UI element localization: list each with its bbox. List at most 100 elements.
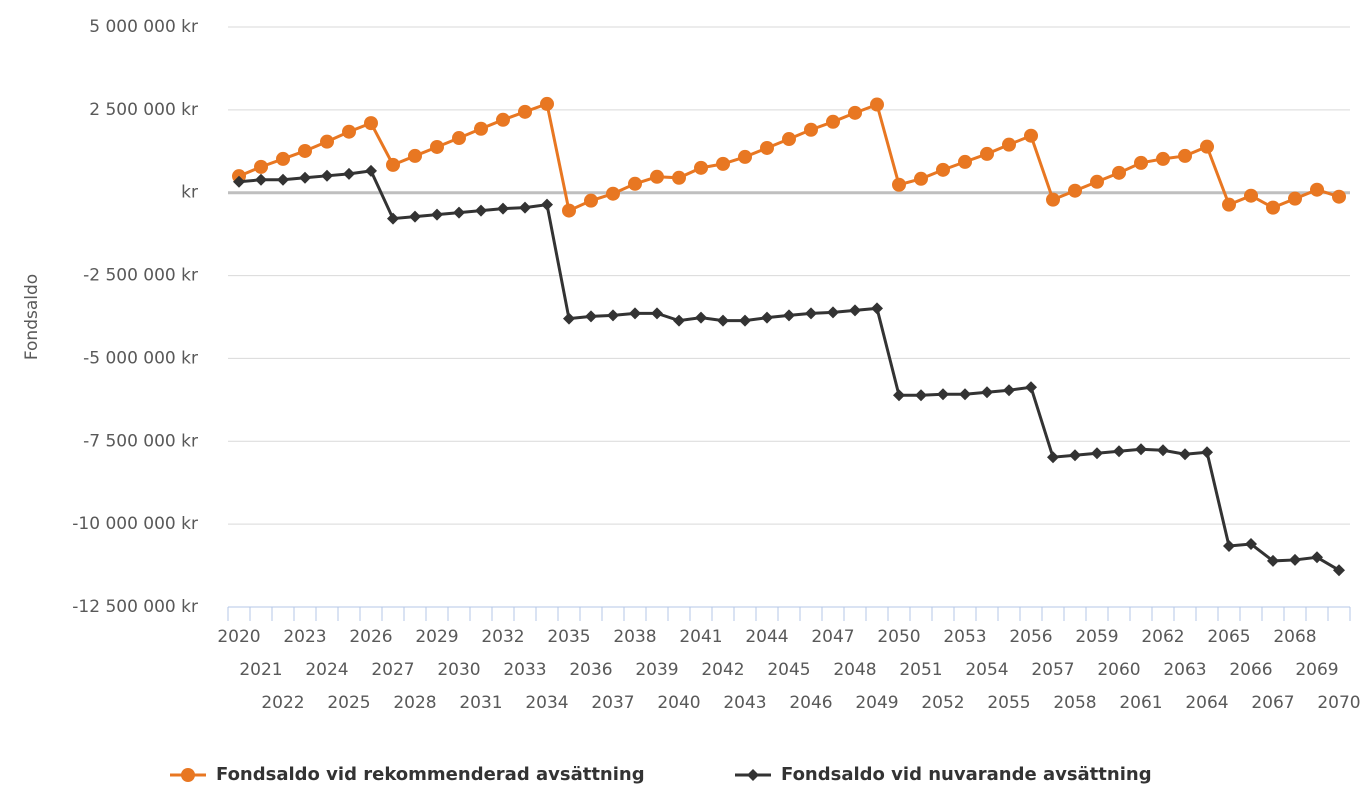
y-tick-label: -12 500 000 kr xyxy=(72,597,198,617)
x-tick-label: 2062 xyxy=(1141,627,1184,647)
data-point xyxy=(343,167,355,180)
x-tick-label: 2059 xyxy=(1075,627,1118,647)
x-tick-label: 2023 xyxy=(283,627,326,647)
data-point xyxy=(321,169,333,182)
x-tick-label: 2060 xyxy=(1097,660,1140,680)
y-tick-label: 2 500 000 kr xyxy=(89,100,198,120)
x-tick-label: 2027 xyxy=(371,660,414,680)
data-point xyxy=(1090,174,1104,189)
data-point xyxy=(980,146,994,161)
data-point xyxy=(496,112,510,127)
data-point xyxy=(848,105,862,120)
data-point xyxy=(804,122,818,137)
data-point xyxy=(1200,139,1214,154)
x-tick-label: 2039 xyxy=(635,660,678,680)
y-axis-label: Fondsaldo xyxy=(22,274,42,360)
data-point xyxy=(914,171,928,186)
x-tick-label: 2052 xyxy=(921,693,964,713)
data-point xyxy=(1201,446,1213,459)
x-tick-label: 2061 xyxy=(1119,693,1162,713)
data-point xyxy=(717,314,729,327)
x-tick-label: 2057 xyxy=(1031,660,1074,680)
x-tick-label: 2031 xyxy=(459,693,502,713)
x-tick-label: 2040 xyxy=(657,693,700,713)
data-point xyxy=(1157,444,1169,457)
x-tick-label: 2030 xyxy=(437,660,480,680)
data-point xyxy=(1289,553,1301,566)
data-point xyxy=(1068,183,1082,198)
x-tick-label: 2042 xyxy=(701,660,744,680)
data-point xyxy=(540,96,554,111)
x-tick-label: 2029 xyxy=(415,627,458,647)
x-tick-label: 2034 xyxy=(525,693,568,713)
data-point xyxy=(1134,155,1148,170)
data-point xyxy=(1046,192,1060,207)
data-point xyxy=(783,309,795,322)
data-point xyxy=(805,307,817,320)
data-point xyxy=(342,124,356,139)
data-point xyxy=(1156,151,1170,166)
data-point xyxy=(870,97,884,112)
data-point xyxy=(475,204,487,217)
data-point xyxy=(409,210,421,223)
data-point xyxy=(1244,188,1258,203)
data-point xyxy=(651,307,663,320)
data-point xyxy=(453,206,465,219)
data-point xyxy=(320,134,334,149)
data-point xyxy=(1222,197,1236,212)
data-point xyxy=(672,170,686,185)
series-line xyxy=(238,169,1340,572)
data-point xyxy=(694,160,708,175)
data-point xyxy=(452,131,466,146)
data-point xyxy=(716,156,730,171)
data-point xyxy=(958,154,972,169)
data-point xyxy=(584,193,598,208)
data-point xyxy=(1025,381,1037,394)
data-point xyxy=(365,164,377,177)
data-point xyxy=(673,314,685,327)
x-tick-label: 2035 xyxy=(547,627,590,647)
data-point xyxy=(474,121,488,136)
data-point xyxy=(233,175,245,188)
data-point xyxy=(277,173,289,186)
data-point xyxy=(893,389,905,402)
x-tick-label: 2037 xyxy=(591,693,634,713)
data-point xyxy=(782,132,796,147)
data-point xyxy=(1135,443,1147,456)
y-tick-label: -7 500 000 kr xyxy=(83,431,198,451)
data-point xyxy=(915,389,927,402)
data-point xyxy=(1003,384,1015,397)
data-point xyxy=(1266,200,1280,215)
data-point xyxy=(1024,128,1038,143)
data-point xyxy=(541,198,553,211)
series-line xyxy=(238,101,1340,213)
x-tick-label: 2022 xyxy=(261,693,304,713)
x-tick-label: 2025 xyxy=(327,693,370,713)
data-point xyxy=(497,202,509,215)
data-point xyxy=(563,312,575,325)
data-point xyxy=(1179,448,1191,461)
legend-marker xyxy=(747,769,759,781)
data-point xyxy=(1069,449,1081,462)
data-point xyxy=(1311,551,1323,564)
data-point xyxy=(1267,554,1279,567)
data-point xyxy=(299,171,311,184)
data-point xyxy=(430,139,444,154)
x-tick-label: 2065 xyxy=(1207,627,1250,647)
x-tick-label: 2038 xyxy=(613,627,656,647)
legend-label: Fondsaldo vid nuvarande avsättning xyxy=(781,764,1152,785)
x-tick-label: 2063 xyxy=(1163,660,1206,680)
data-point xyxy=(1245,538,1257,551)
data-point xyxy=(1112,165,1126,180)
data-point xyxy=(298,143,312,158)
data-point xyxy=(871,302,883,315)
y-tick-label: -2 500 000 kr xyxy=(83,266,198,286)
data-point xyxy=(849,304,861,317)
x-tick-label: 2069 xyxy=(1295,660,1338,680)
x-tick-label: 2036 xyxy=(569,660,612,680)
x-tick-label: 2021 xyxy=(239,660,282,680)
data-point xyxy=(1113,445,1125,458)
data-point xyxy=(937,388,949,401)
data-point xyxy=(1002,137,1016,152)
